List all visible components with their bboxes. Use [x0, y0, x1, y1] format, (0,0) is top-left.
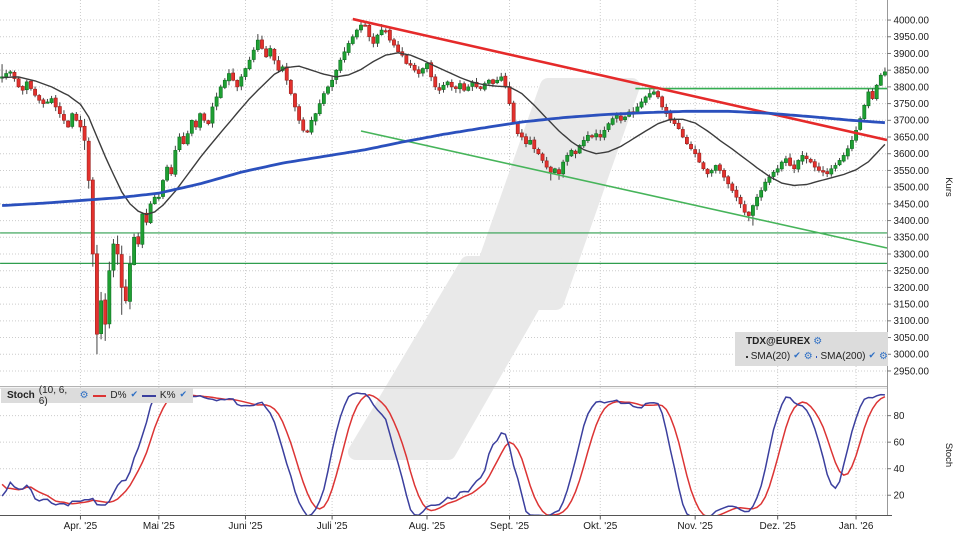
stoch-axis-title: Stoch: [943, 443, 954, 467]
price-tick-label: 3250.00: [894, 266, 930, 277]
price-tick-label: 3350.00: [894, 233, 930, 244]
price-tick-label: 3450.00: [894, 199, 930, 210]
stoch-tick-label: 80: [894, 411, 905, 422]
price-tick-label: 3550.00: [894, 166, 930, 177]
price-tick-label: 3500.00: [894, 183, 930, 194]
stoch-tick-label: 60: [894, 438, 905, 449]
price-tick-label: 3850.00: [894, 66, 930, 77]
sma200-settings-gear-icon[interactable]: ⚙: [879, 351, 888, 362]
price-tick-label: 3900.00: [894, 49, 930, 60]
date-tick-label: Jan. '26: [839, 521, 874, 532]
stoch-params-label: (10, 6, 6): [38, 384, 68, 407]
date-tick-label: Dez. '25: [759, 521, 796, 532]
stoch-d-label: D%: [110, 390, 127, 401]
sma20-visibility-check-icon[interactable]: ✔: [793, 351, 801, 361]
price-tick-label: 3100.00: [894, 316, 930, 327]
stoch-tick-label: 40: [894, 464, 905, 475]
date-tick-label: Juni '25: [228, 521, 263, 532]
stoch-name-label: Stoch: [7, 390, 35, 401]
stoch-legend: Stoch (10, 6, 6) ⚙ D% ✔ K% ✔: [1, 385, 193, 407]
stoch-k-line-sample: [142, 394, 156, 397]
price-tick-label: 3150.00: [894, 300, 930, 311]
main-legend: TDX@EUREX ⚙ SMA(20) ✔ ⚙ SMA(200) ✔ ⚙: [735, 332, 888, 366]
symbol-label: TDX@EUREX: [746, 336, 811, 347]
overlay-SMA(200)[interactable]: [2, 109, 886, 207]
stoch-k-line[interactable]: [1, 392, 885, 518]
price-tick-label: 3000.00: [894, 350, 930, 361]
sma200-visibility-check-icon[interactable]: ✔: [868, 351, 877, 361]
price-tick-label: 3300.00: [894, 249, 930, 260]
date-tick-label: Apr. '25: [64, 521, 98, 532]
stoch-d-visibility-check-icon[interactable]: ✔: [130, 390, 139, 400]
price-tick-label: 3200.00: [894, 283, 930, 294]
price-tick-label: 2950.00: [894, 366, 930, 377]
sma20-label: SMA(20): [750, 351, 791, 362]
falling-resistance[interactable]: [352, 17, 888, 142]
sma20-line-sample: [746, 355, 748, 358]
price-tick-label: 3750.00: [894, 99, 930, 110]
stoch-settings-gear-icon[interactable]: ⚙: [79, 390, 89, 401]
price-tick-label: 3650.00: [894, 132, 930, 143]
symbol-settings-gear-icon[interactable]: ⚙: [813, 336, 823, 347]
price-tick-label: 3800.00: [894, 82, 930, 93]
date-tick-label: Nov. '25: [677, 521, 713, 532]
price-axis-title: Kurs: [943, 177, 954, 197]
price-tick-label: 3950.00: [894, 32, 930, 43]
watermark-logo: [348, 78, 640, 460]
price-tick-label: 3700.00: [894, 116, 930, 127]
stoch-d-line-sample: [92, 394, 107, 397]
price-tick-label: 3400.00: [894, 216, 930, 227]
stoch-k-visibility-check-icon[interactable]: ✔: [179, 390, 188, 400]
price-tick-label: 3600.00: [894, 149, 930, 160]
overlay-SMA(20)[interactable]: [2, 52, 886, 216]
date-tick-label: Mai '25: [143, 521, 175, 532]
date-tick-label: Okt. '25: [583, 521, 618, 532]
date-tick-label: Aug. '25: [409, 521, 446, 532]
stoch-tick-label: 20: [894, 491, 905, 502]
sma200-line-sample: [815, 355, 818, 358]
date-tick-label: Juli '25: [317, 521, 348, 532]
falling-support[interactable]: [360, 130, 888, 249]
sma200-label: SMA(200): [820, 351, 866, 362]
sma20-settings-gear-icon[interactable]: ⚙: [803, 351, 813, 362]
date-tick-label: Sept. '25: [490, 521, 530, 532]
stoch-k-label: K%: [159, 390, 176, 401]
price-tick-label: 4000.00: [894, 15, 930, 26]
price-tick-label: 3050.00: [894, 333, 930, 344]
